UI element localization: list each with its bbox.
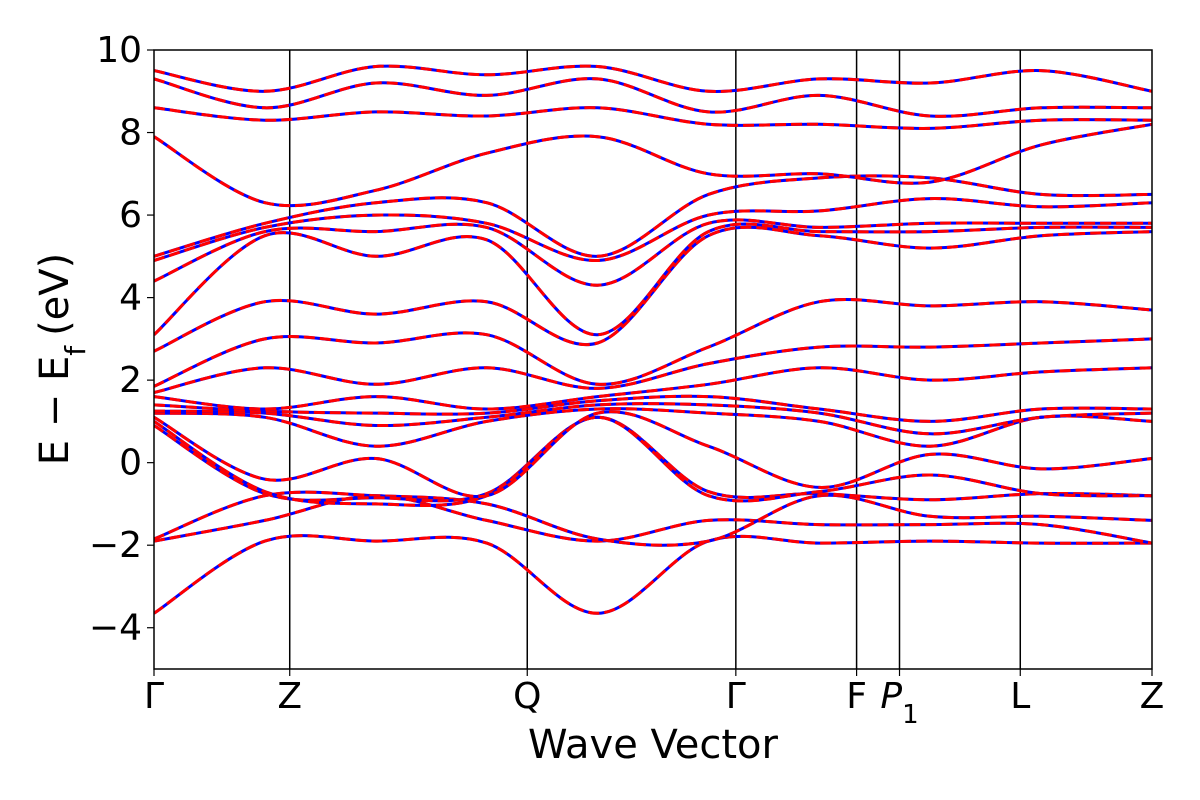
x-tick-label: Γ (726, 676, 746, 717)
y-axis-ticks: −4 −2 0 2 4 6 8 10 (89, 30, 154, 649)
y-tick-label: −4 (89, 608, 142, 649)
band-11-dashed (154, 297, 1152, 388)
x-tick-label: Z (1140, 676, 1165, 717)
band-13-dashed (154, 222, 1152, 337)
y-axis-title-unit: (eV) (32, 253, 78, 336)
band-19-dashed (154, 77, 1152, 118)
y-axis-title-main: E − E (32, 356, 78, 466)
y-tick-label: 2 (119, 360, 142, 401)
x-tick-label: F (846, 676, 867, 717)
x-tick-symbol: P (880, 676, 902, 717)
band-6-dashed (154, 407, 1152, 448)
x-tick-symbol: F (846, 676, 867, 717)
y-tick-label: −2 (89, 525, 142, 566)
band-8-dashed (154, 394, 1152, 423)
y-tick-label: 4 (119, 278, 142, 319)
band-0-solid (154, 534, 1152, 615)
band-15-dashed (154, 197, 1152, 263)
band-17-solid (154, 122, 1152, 208)
x-tick-label: Z (277, 676, 302, 717)
y-tick-label: 10 (96, 30, 142, 71)
x-tick-label: L (1010, 676, 1030, 717)
x-tick-symbol: Γ (144, 676, 164, 717)
y-tick-label: 0 (119, 443, 142, 484)
band-12-dashed (154, 225, 1152, 353)
band-16-dashed (154, 174, 1152, 258)
x-tick-symbol: Z (277, 676, 302, 717)
band-10-solid (154, 337, 1152, 394)
band-7-dashed (154, 402, 1152, 436)
band-1-dashed (154, 494, 1152, 545)
x-axis-title: Wave Vector (528, 722, 779, 768)
band-0-dashed (154, 534, 1152, 615)
x-tick-label: Q (513, 676, 541, 717)
x-tick-symbol: Q (513, 676, 541, 717)
band-17-dashed (154, 122, 1152, 208)
x-tick-symbol: Γ (726, 676, 746, 717)
band-curves (154, 64, 1152, 615)
band-18-dashed (154, 106, 1152, 130)
plot-frame (153, 49, 1153, 670)
y-axis-title-subscript: f (59, 345, 92, 356)
high-symmetry-lines (288, 50, 1022, 669)
band-2-dashed (154, 490, 1152, 547)
band-9-dashed (154, 366, 1152, 411)
band-10-dashed (154, 337, 1152, 394)
band-5-dashed (154, 410, 1152, 499)
x-tick-symbol: L (1010, 676, 1030, 717)
y-tick-label: 6 (119, 195, 142, 236)
x-axis-ticks: Γ Z Q Γ F P1 L Z (144, 669, 1164, 730)
band-20-dashed (154, 64, 1152, 93)
x-tick-subscript: 1 (902, 700, 919, 730)
x-tick-label: P1 (880, 676, 918, 730)
y-axis-title: E − Ef (eV) (32, 253, 92, 466)
band-4-dashed (154, 415, 1152, 508)
band-14-dashed (154, 218, 1152, 287)
x-tick-label: Γ (144, 676, 164, 717)
y-tick-label: 8 (119, 113, 142, 154)
x-tick-symbol: Z (1140, 676, 1165, 717)
